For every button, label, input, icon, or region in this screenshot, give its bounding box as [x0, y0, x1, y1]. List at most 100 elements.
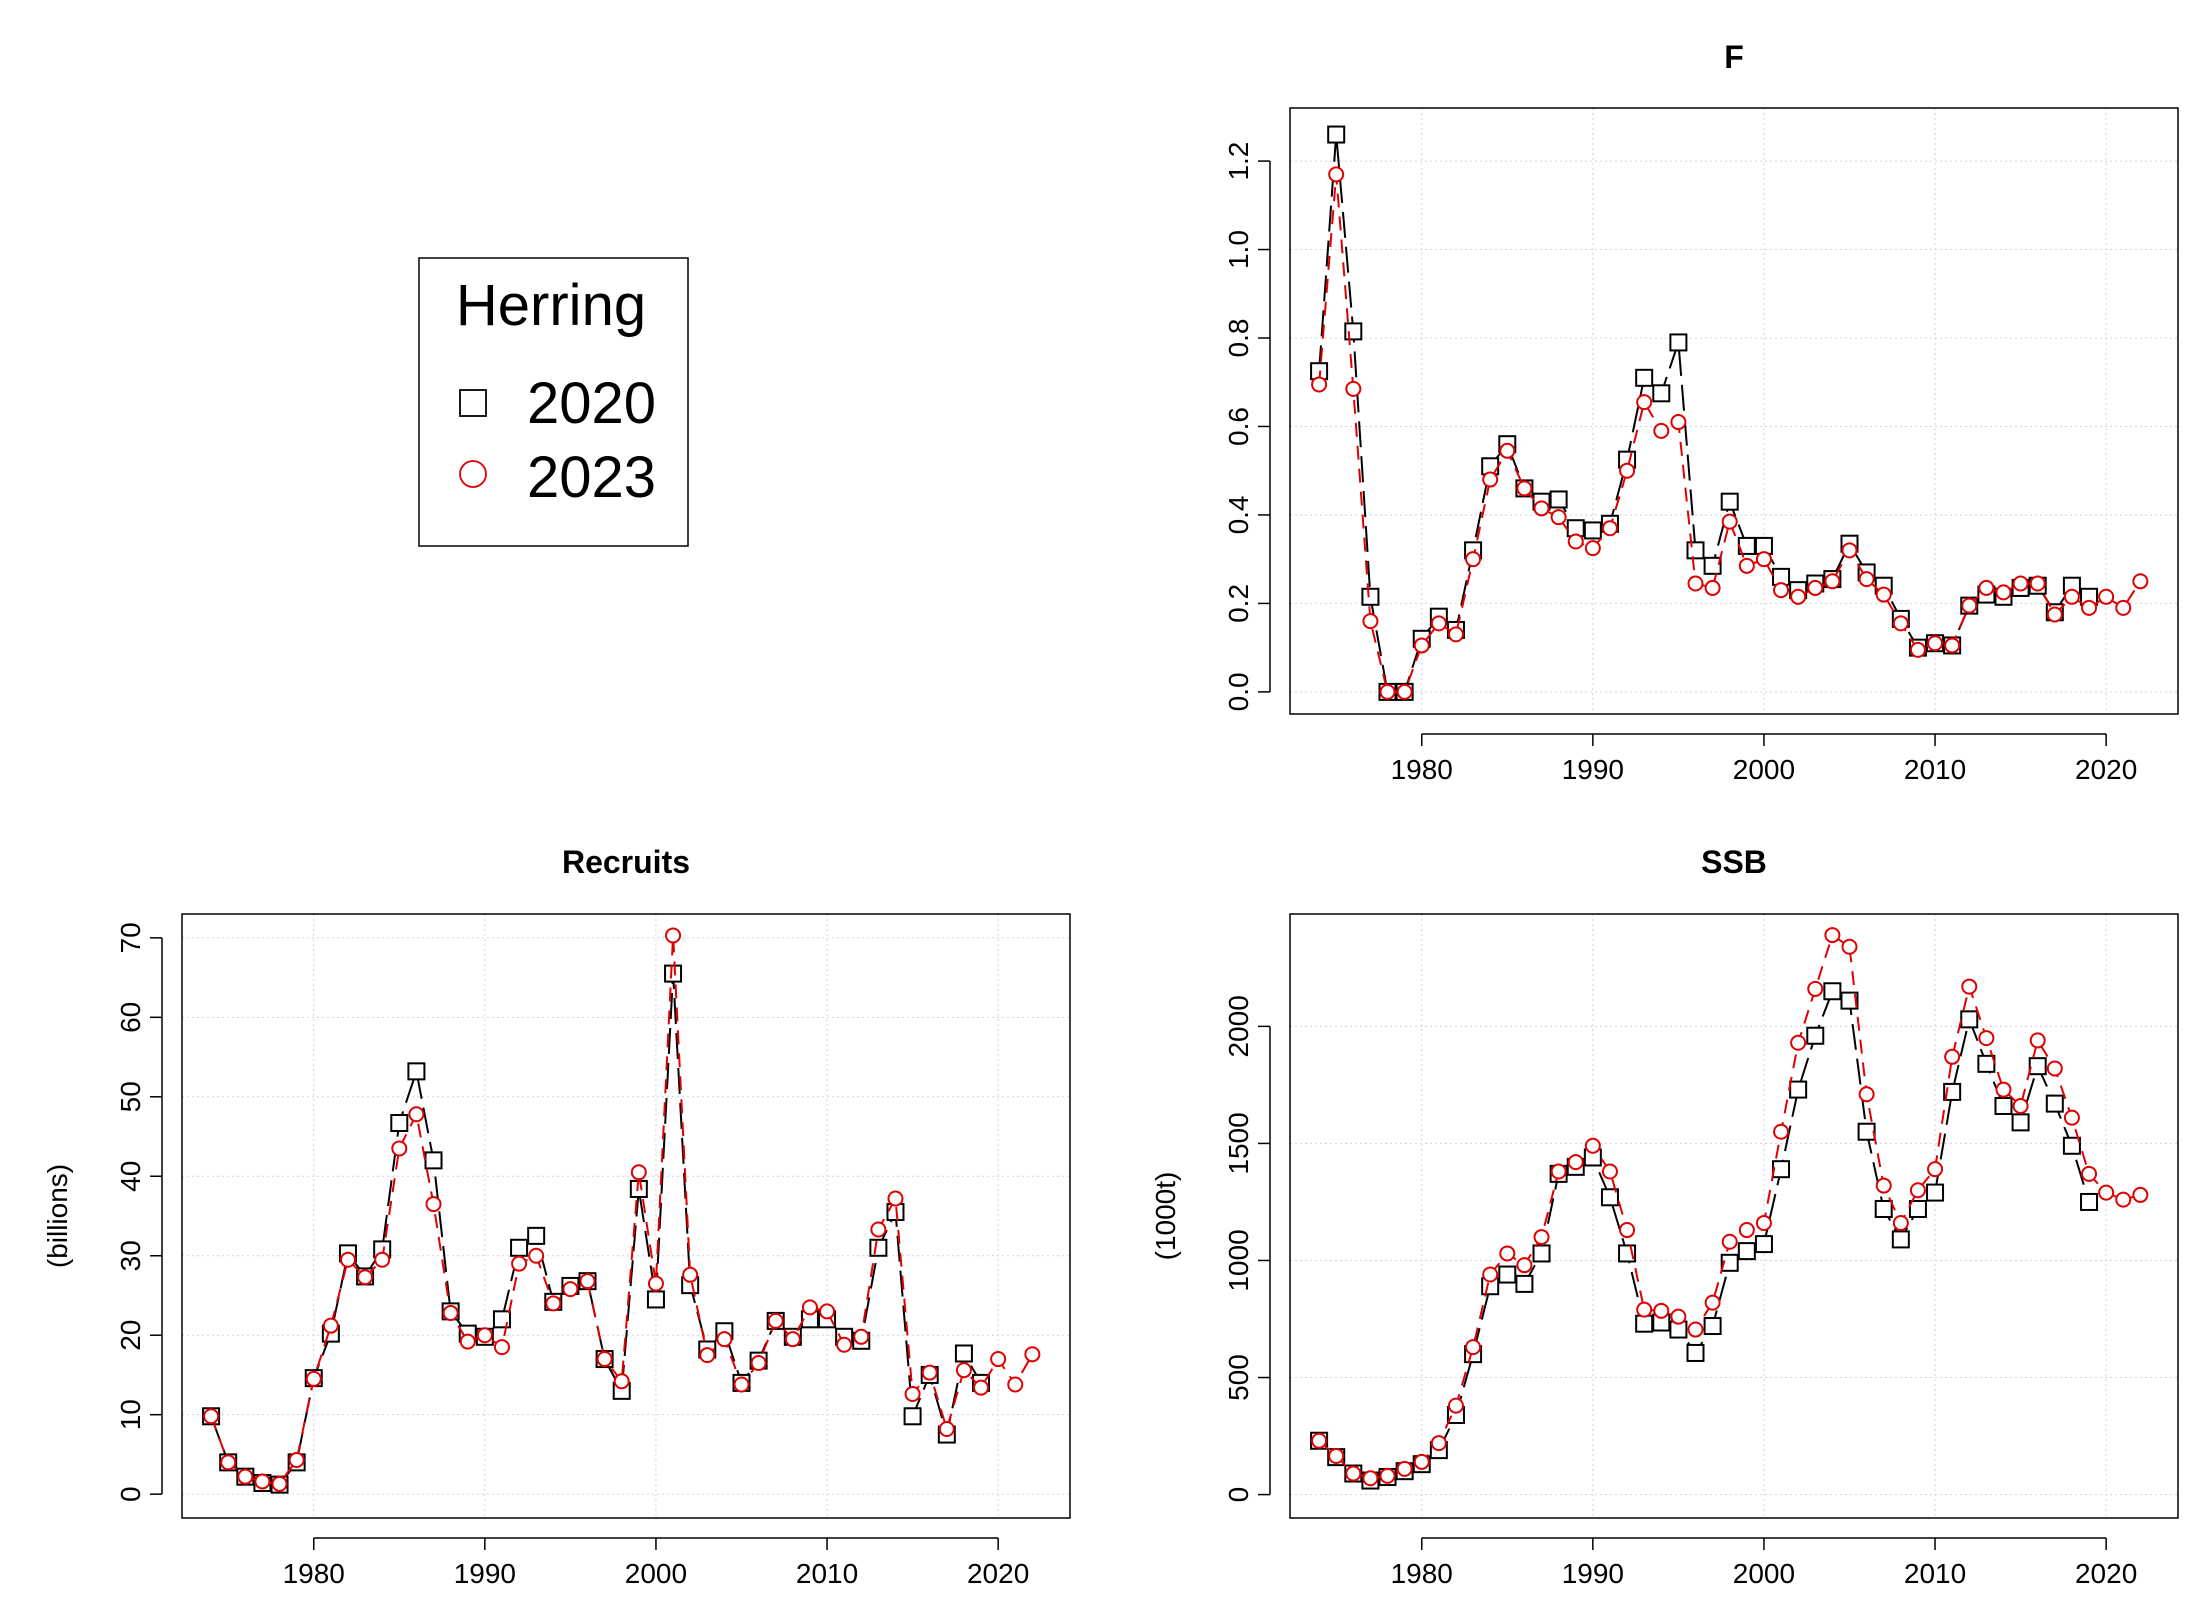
data-point-2023 — [1362, 613, 1379, 630]
x-tick-label: 2010 — [1904, 1558, 1966, 1589]
data-point-2020 — [1703, 1317, 1722, 1336]
data-point-2023 — [716, 1331, 733, 1348]
data-point-2023 — [801, 1299, 818, 1316]
data-point-2023 — [2132, 573, 2149, 590]
data-point-2020 — [510, 1238, 529, 1257]
data-point-2023 — [2098, 1184, 2115, 1201]
data-point-2020 — [390, 1114, 409, 1133]
data-point-2023 — [955, 1362, 972, 1379]
data-point-2020 — [1840, 991, 1859, 1010]
data-point-2023 — [1790, 588, 1807, 605]
data-point-2023 — [1465, 551, 1482, 568]
data-point-2023 — [1533, 500, 1550, 517]
data-point-2023 — [1482, 1266, 1499, 1283]
data-point-2023 — [1396, 1460, 1413, 1477]
data-point-2023 — [1636, 394, 1653, 411]
data-point-2023 — [1670, 414, 1687, 431]
panel-ssb: 1980 1990 2000 2010 2020 0 500 1000 1500 2000 (100… — [1150, 844, 2179, 1589]
data-point-2020 — [1874, 1199, 1893, 1218]
data-point-2020 — [1498, 1265, 1517, 1284]
data-point-2023 — [1447, 626, 1464, 643]
data-point-2020 — [1686, 541, 1705, 560]
data-point-2023 — [1024, 1346, 1041, 1363]
data-point-2023 — [1773, 1123, 1790, 1140]
chart-title-ssb: SSB — [1701, 844, 1767, 880]
data-point-2020 — [1823, 982, 1842, 1001]
data-point-2020 — [1344, 322, 1363, 341]
data-point-2023 — [2063, 588, 2080, 605]
x-tick-label: 2020 — [2075, 754, 2137, 785]
data-point-2023 — [1430, 615, 1447, 632]
y-tick-label: 0 — [1223, 1487, 1254, 1503]
data-point-2023 — [1704, 579, 1721, 596]
data-point-2023 — [1858, 1086, 1875, 1103]
data-point-2023 — [1790, 1034, 1807, 1051]
data-point-2020 — [1327, 125, 1346, 144]
panel-recruits: 1980 1990 2000 2010 2020 0 10 20 30 40 50 60 70 (bill… — [42, 844, 1071, 1589]
data-point-2023 — [904, 1386, 921, 1403]
data-point-2023 — [2063, 1109, 2080, 1126]
data-point-2023 — [322, 1317, 339, 1334]
data-point-2023 — [1653, 1302, 1670, 1319]
data-point-2023 — [938, 1420, 955, 1437]
data-point-2023 — [1927, 635, 1944, 652]
y-tick-label: 40 — [115, 1161, 146, 1192]
data-point-2023 — [1807, 579, 1824, 596]
data-point-2023 — [613, 1373, 630, 1390]
data-point-2023 — [665, 927, 682, 944]
data-point-2020 — [1635, 1314, 1654, 1333]
data-point-2023 — [1875, 586, 1892, 603]
y-tick-label: 0 — [115, 1486, 146, 1502]
data-point-2023 — [733, 1376, 750, 1393]
data-point-2023 — [1755, 551, 1772, 568]
data-point-2023 — [1447, 1397, 1464, 1414]
data-point-2023 — [1978, 579, 1995, 596]
data-point-2020 — [1806, 1026, 1825, 1045]
data-point-2023 — [1944, 1048, 1961, 1065]
data-point-2023 — [1516, 1257, 1533, 1274]
plot-area-frame — [181, 913, 1071, 1519]
data-point-2023 — [528, 1247, 545, 1264]
data-point-2023 — [767, 1312, 784, 1329]
data-point-2023 — [1328, 1447, 1345, 1464]
data-point-2023 — [1550, 509, 1567, 526]
data-point-2023 — [1909, 1182, 1926, 1199]
data-point-2023 — [1550, 1163, 1567, 1180]
data-point-2023 — [459, 1333, 476, 1350]
data-point-2023 — [2029, 575, 2046, 592]
series-line-2020 — [1318, 989, 2090, 1482]
data-point-2020 — [1994, 1096, 2013, 1115]
data-point-2023 — [682, 1266, 699, 1283]
data-point-2023 — [1961, 978, 1978, 995]
data-point-2023 — [1892, 1215, 1909, 1232]
x-tick-label: 1980 — [283, 1558, 345, 1589]
data-point-2023 — [2098, 588, 2115, 605]
legend-label-2023: 2023 — [527, 445, 656, 510]
data-point-2020 — [2028, 1057, 2047, 1076]
x-tick-label: 2010 — [1904, 754, 1966, 785]
data-point-2023 — [647, 1275, 664, 1292]
data-point-2023 — [1601, 1163, 1618, 1180]
data-point-2020 — [664, 964, 683, 983]
x-tick-label: 2010 — [796, 1558, 858, 1589]
data-point-2020 — [1635, 368, 1654, 387]
data-point-2023 — [476, 1327, 493, 1344]
data-point-2023 — [2132, 1186, 2149, 1203]
data-point-2023 — [1858, 571, 1875, 588]
x-tick-label: 2020 — [967, 1558, 1029, 1589]
y-tick-label: 0.2 — [1223, 584, 1254, 623]
data-point-2020 — [1720, 1253, 1739, 1272]
data-point-2023 — [1533, 1229, 1550, 1246]
x-tick-label: 2000 — [1733, 1558, 1795, 1589]
x-tick-label: 1980 — [1391, 1558, 1453, 1589]
data-point-2023 — [1396, 683, 1413, 700]
y-tick-label: 60 — [115, 1002, 146, 1033]
data-point-2020 — [954, 1344, 973, 1363]
data-point-2023 — [1875, 1177, 1892, 1194]
data-point-2023 — [819, 1303, 836, 1320]
y-tick-label: 500 — [1223, 1354, 1254, 1401]
data-point-2023 — [1738, 1222, 1755, 1239]
data-point-2023 — [2046, 1060, 2063, 1077]
data-point-2023 — [1584, 1137, 1601, 1154]
data-point-2023 — [1328, 166, 1345, 183]
